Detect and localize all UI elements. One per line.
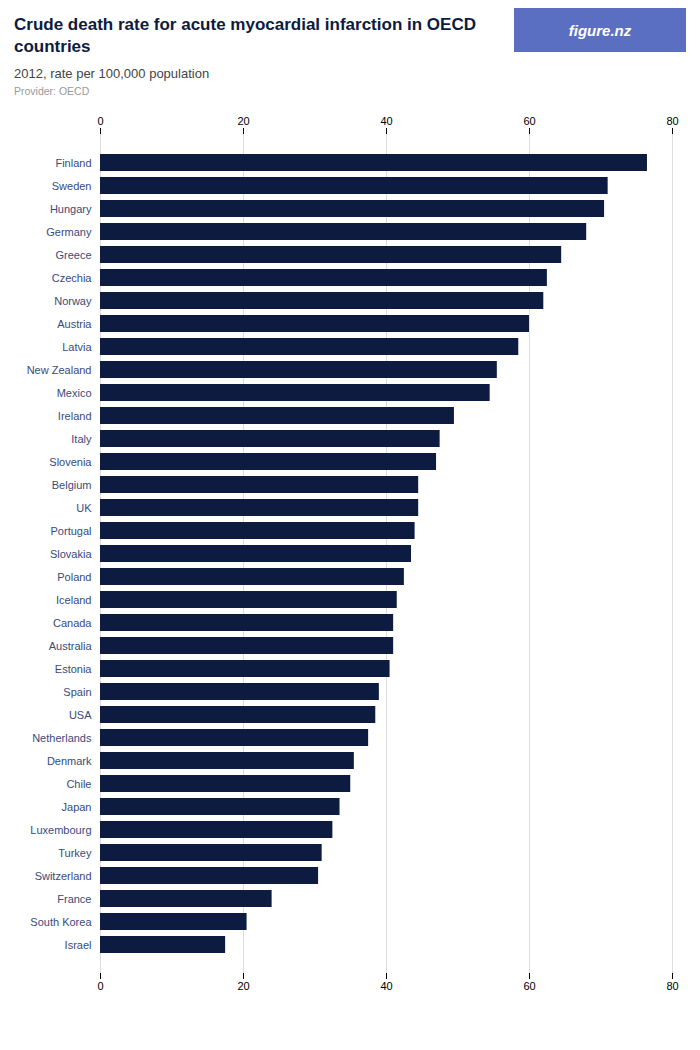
svg-text:France: France [57,893,91,905]
svg-text:Ireland: Ireland [58,410,92,422]
html-text:2012, rate per 100,000 populat: 2012, rate per 100,000 population [14,66,210,82]
svg-text:60: 60 [523,980,535,992]
svg-text:Norway: Norway [54,295,92,307]
svg-text:Latvia: Latvia [62,341,92,353]
svg-text:20: 20 [237,980,249,992]
svg-text:40: 40 [380,980,392,992]
svg-text:Chile: Chile [66,778,91,790]
svg-text:Belgium: Belgium [52,479,92,491]
svg-text:80: 80 [666,980,678,992]
svg-text:60: 60 [523,115,535,127]
svg-text:Australia: Australia [49,640,93,652]
svg-text:Denmark: Denmark [47,755,92,767]
html-text:Provider: OECD: Provider: OECD [14,85,90,98]
svg-text:Canada: Canada [53,617,92,629]
svg-text:Japan: Japan [62,801,92,813]
svg-text:Netherlands: Netherlands [32,732,92,744]
svg-text:Sweden: Sweden [52,180,92,192]
svg-text:80: 80 [666,115,678,127]
svg-text:Austria: Austria [57,318,92,330]
svg-text:Switzerland: Switzerland [35,870,92,882]
svg-text:0: 0 [97,980,103,992]
svg-text:USA: USA [69,709,92,721]
svg-text:20: 20 [237,115,249,127]
svg-text:Slovakia: Slovakia [50,548,92,560]
svg-text:0: 0 [97,115,103,127]
svg-text:South Korea: South Korea [30,916,92,928]
svg-text:Czechia: Czechia [52,272,93,284]
html-text:Crude death rate for acute myo: Crude death rate for acute myocardial in… [14,15,476,57]
svg-text:Turkey: Turkey [58,847,92,859]
svg-text:Finland: Finland [55,157,91,169]
svg-text:Greece: Greece [55,249,91,261]
svg-text:Hungary: Hungary [50,203,92,215]
svg-text:Portugal: Portugal [51,525,92,537]
svg-text:Poland: Poland [57,571,91,583]
svg-text:Germany: Germany [46,226,92,238]
svg-text:Israel: Israel [65,939,92,951]
svg-text:Slovenia: Slovenia [49,456,92,468]
html-text:figure.nz: figure.nz [568,21,632,39]
svg-text:UK: UK [76,502,92,514]
svg-text:Iceland: Iceland [56,594,91,606]
svg-text:40: 40 [380,115,392,127]
svg-text:Italy: Italy [71,433,92,445]
svg-text:Mexico: Mexico [57,387,92,399]
svg-text:New Zealand: New Zealand [27,364,92,376]
svg-text:Luxembourg: Luxembourg [30,824,91,836]
svg-text:Estonia: Estonia [55,663,93,675]
svg-text:Spain: Spain [63,686,91,698]
